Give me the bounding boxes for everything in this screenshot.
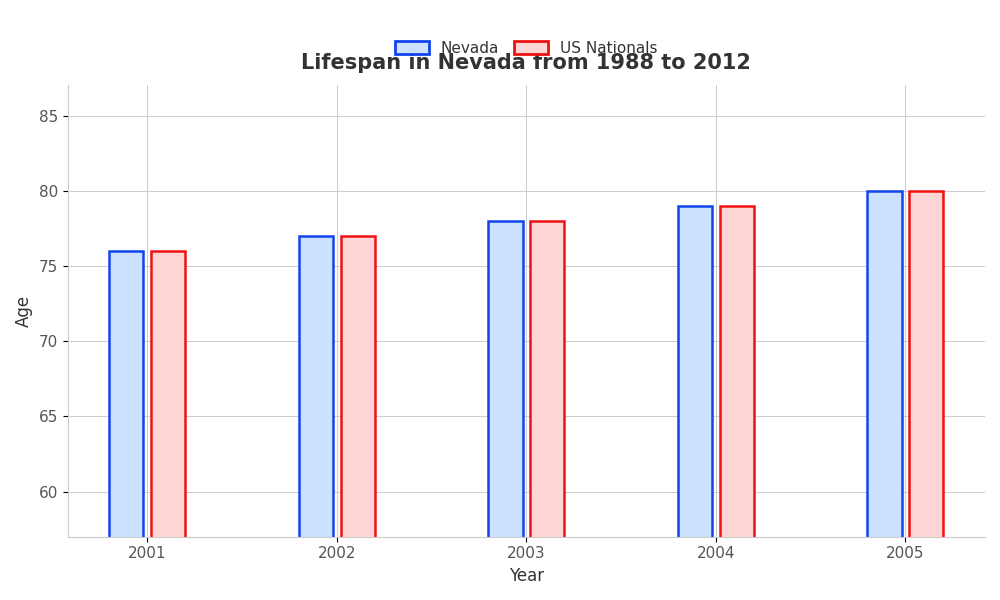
- Title: Lifespan in Nevada from 1988 to 2012: Lifespan in Nevada from 1988 to 2012: [301, 53, 751, 73]
- Bar: [867, 191, 902, 600]
- Bar: [720, 206, 754, 600]
- Bar: [151, 251, 185, 600]
- Bar: [909, 191, 943, 600]
- Bar: [530, 221, 564, 600]
- Legend: Nevada, US Nationals: Nevada, US Nationals: [389, 34, 664, 62]
- Bar: [109, 251, 143, 600]
- X-axis label: Year: Year: [509, 567, 544, 585]
- Y-axis label: Age: Age: [15, 295, 33, 327]
- Bar: [299, 236, 333, 600]
- Bar: [678, 206, 712, 600]
- Bar: [341, 236, 375, 600]
- Bar: [488, 221, 523, 600]
